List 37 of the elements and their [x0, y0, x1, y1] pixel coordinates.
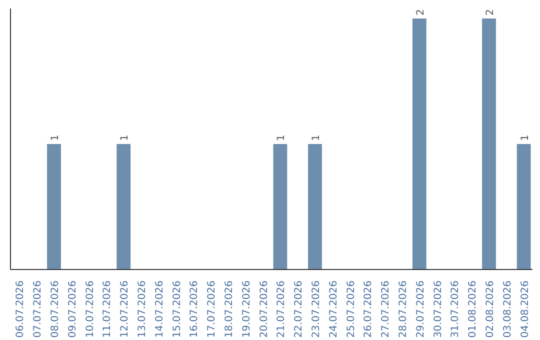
x-tick-label: 01.08.2026 — [468, 280, 479, 338]
x-tick-label: 26.07.2026 — [363, 280, 374, 338]
x-tick-label: 31.07.2026 — [450, 280, 462, 338]
x-tick-label: 23.07.2026 — [311, 280, 322, 338]
x-tick-label: 12.07.2026 — [120, 280, 131, 338]
x-tick-label: 07.07.2026 — [32, 280, 44, 338]
x-tick-label: 16.07.2026 — [189, 280, 200, 338]
x-tick-label: 27.07.2026 — [380, 280, 392, 338]
x-tick-label: 14.07.2026 — [154, 280, 166, 338]
x-tick-label: 29.07.2026 — [415, 280, 426, 338]
x-tick-label: 24.07.2026 — [328, 280, 340, 338]
x-tick-label: 08.07.2026 — [50, 280, 61, 338]
x-tick-label: 15.07.2026 — [172, 280, 183, 338]
x-tick-label: 03.08.2026 — [502, 280, 514, 338]
x-tick-label: 02.08.2026 — [485, 280, 496, 338]
x-tick-label: 30.07.2026 — [432, 280, 444, 338]
x-tick-label: 20.07.2026 — [258, 280, 270, 338]
data-label: 1 — [276, 134, 288, 142]
x-tick-label: 06.07.2026 — [15, 280, 26, 338]
x-tick-label: 17.07.2026 — [206, 280, 218, 338]
x-tick-label: 09.07.2026 — [67, 280, 78, 338]
x-tick-label: 28.07.2026 — [398, 280, 409, 338]
x-tick-label: 22.07.2026 — [294, 280, 305, 338]
data-label: 2 — [485, 9, 496, 16]
x-tick-label: 04.08.2026 — [520, 280, 531, 338]
x-tick-label: 18.07.2026 — [224, 280, 235, 338]
x-tick-label: 11.07.2026 — [102, 280, 114, 338]
data-label: 1 — [50, 134, 61, 142]
data-label: 1 — [120, 134, 131, 142]
x-tick-label: 19.07.2026 — [241, 280, 252, 338]
x-tick-label: 21.07.2026 — [276, 280, 288, 338]
data-label: 1 — [520, 134, 531, 142]
x-tick-label: 25.07.2026 — [346, 280, 357, 338]
x-tick-label: 13.07.2026 — [137, 280, 148, 338]
x-tick-label: 10.07.2026 — [84, 280, 96, 338]
data-label: 1 — [311, 134, 322, 142]
data-label: 2 — [415, 9, 426, 16]
